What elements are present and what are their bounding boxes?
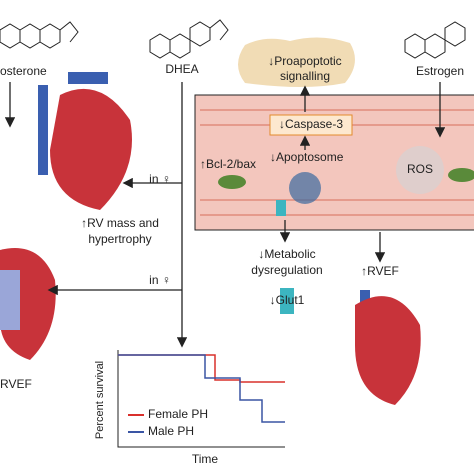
male-curve xyxy=(118,354,285,423)
effect-label: RVEF xyxy=(0,377,32,391)
heart xyxy=(355,290,421,405)
effect-label: signalling xyxy=(280,69,330,83)
legend-label: Female PH xyxy=(148,407,208,421)
effect-label: ↓Glut1 xyxy=(270,293,305,307)
heart xyxy=(0,248,56,360)
female-curve xyxy=(118,354,285,383)
effect-label: ↓Caspase-3 xyxy=(279,117,343,131)
hormone-label: DHEA xyxy=(165,62,198,76)
steroid-structures xyxy=(0,19,466,59)
hormone-label: Estrogen xyxy=(416,64,464,78)
signalling-cloud xyxy=(238,37,355,87)
mitochondrion xyxy=(448,168,474,182)
effect-label: in ♀ xyxy=(149,172,171,186)
survival-axes xyxy=(117,350,285,448)
x-axis-label: Time xyxy=(192,452,219,466)
caspase-box xyxy=(269,114,353,136)
effect-label: in ♀ xyxy=(149,273,171,287)
ros-bubble xyxy=(396,146,444,194)
effect-label: ROS xyxy=(407,162,433,176)
effect-label: ↑Bcl-2/bax xyxy=(200,157,256,171)
legend-label: Male PH xyxy=(148,424,194,438)
effect-label: ↑RVEF xyxy=(361,264,399,278)
effect-label: ↓Apoptosome xyxy=(270,150,344,164)
y-axis-label: Percent survival xyxy=(94,361,106,439)
mitochondrion xyxy=(218,175,246,189)
heart xyxy=(38,72,132,210)
legend: Female PH Male PH xyxy=(128,407,208,438)
apoptosome-icon xyxy=(289,172,321,204)
glut1-icon xyxy=(280,288,294,314)
effect-label: ↑RV mass and xyxy=(81,216,159,230)
effect-label: ↓Proapoptotic xyxy=(268,54,341,68)
hormone-label: osterone xyxy=(0,64,47,78)
effect-label: ↓Metabolic xyxy=(258,247,315,261)
transporter xyxy=(276,200,286,216)
effect-label: hypertrophy xyxy=(88,232,151,246)
effect-label: dysregulation xyxy=(251,263,322,277)
